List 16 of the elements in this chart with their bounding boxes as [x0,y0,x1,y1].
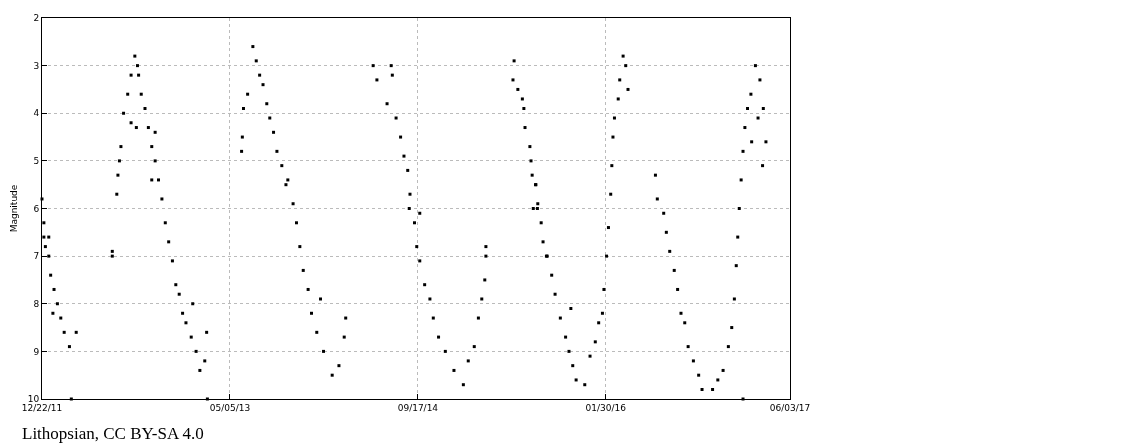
y-tick-label: 10 [27,394,40,405]
y-tick-label: 8 [33,298,40,309]
x-tick-label: 05/05/13 [209,402,251,413]
x-tick-label: 06/03/17 [769,402,811,413]
y-tick-label: 2 [33,13,40,24]
y-tick-label: 6 [33,203,40,214]
y-tick-label: 5 [33,156,40,167]
y-tick-label: 4 [33,108,40,119]
x-tick-label: 01/30/16 [585,402,627,413]
y-tick-label: 9 [33,346,40,357]
y-axis-title: Magnitude [9,184,20,233]
text: Lithopsian, CC BY-SA 4.0 [22,424,204,443]
y-tick-label: 7 [33,251,40,262]
y-tick-label: 3 [33,60,40,71]
x-tick-label: 12/22/11 [21,402,63,413]
x-tick-label: 09/17/14 [397,402,439,413]
